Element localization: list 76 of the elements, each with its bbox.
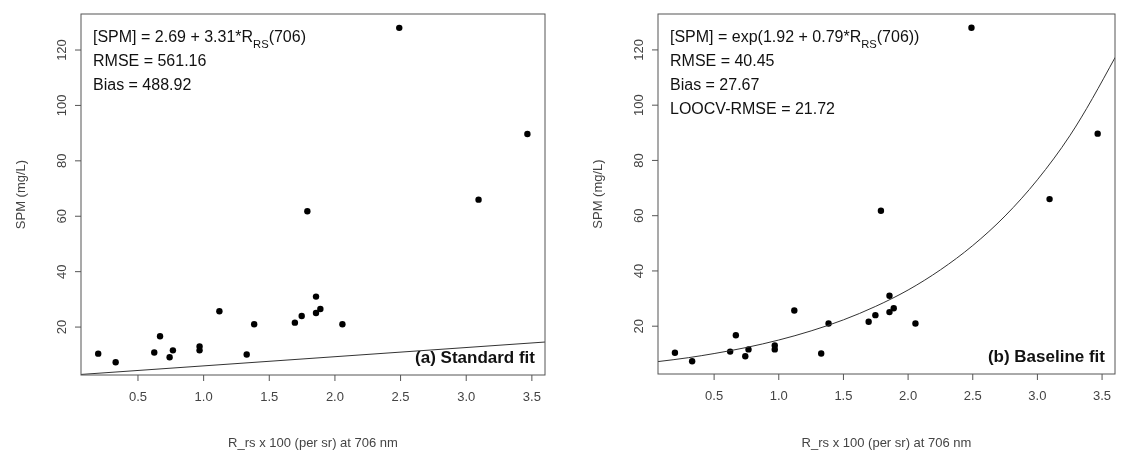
y-tick-label: 20 (54, 319, 69, 335)
point (95, 350, 102, 357)
point (732, 332, 740, 339)
point (166, 354, 173, 361)
point (298, 312, 305, 320)
point (877, 207, 885, 214)
point (312, 293, 320, 300)
x-tick-label: 3.0 (457, 389, 476, 404)
point (818, 350, 825, 357)
point (112, 359, 119, 366)
y-tick-label: 100 (54, 94, 69, 117)
point (524, 130, 531, 138)
x-tick-label: 2.0 (899, 388, 918, 403)
x-tick-label: 3.5 (1093, 388, 1112, 403)
x-tick-label: 3.0 (1028, 388, 1047, 403)
point (304, 208, 311, 215)
point (156, 333, 164, 340)
point (151, 349, 158, 356)
point (886, 292, 893, 300)
point (312, 309, 320, 317)
point (216, 308, 223, 315)
x-tick-label: 1.0 (769, 388, 788, 403)
point (890, 305, 897, 312)
x-axis-title: R_rs x 100 (per sr) at 706 nm (228, 435, 398, 450)
point (1046, 195, 1053, 203)
y-tick-label: 120 (631, 39, 646, 61)
y-tick-label: 60 (54, 209, 69, 224)
x-tick-label: 2.5 (963, 388, 982, 403)
x-tick-label: 2.5 (391, 389, 410, 404)
point (1094, 130, 1101, 137)
point (968, 24, 975, 32)
point (169, 347, 177, 354)
x-tick-label: 1.5 (834, 388, 853, 403)
y-axis-title: SPM (mg/L) (590, 159, 605, 229)
annotation: Bias = 27.67 (670, 76, 760, 93)
x-tick-label: 2.0 (325, 389, 344, 404)
annotation: LOOCV-RMSE = 21.72 (670, 100, 836, 117)
point (396, 24, 403, 32)
annotation: [SPM] = 2.69 + 3.31*R$_{RS}$(706) (93, 28, 306, 50)
annotation: Bias = 488.92 (93, 76, 192, 93)
annotation: RMSE = 561.16 (93, 52, 207, 69)
y-tick-label: 80 (631, 153, 646, 168)
y-tick-label: 120 (54, 39, 69, 61)
point (742, 353, 749, 360)
point (317, 305, 324, 313)
point (688, 358, 696, 365)
point (886, 308, 893, 316)
annotation: (a) Standard fit (415, 348, 536, 367)
point (339, 321, 346, 328)
point (912, 320, 919, 327)
point (196, 347, 203, 354)
point (243, 351, 250, 358)
point (250, 321, 258, 328)
y-axis-title: SPM (mg/L) (13, 159, 28, 230)
point (671, 349, 679, 356)
point (291, 319, 299, 326)
x-tick-label: 0.5 (705, 388, 724, 403)
point (791, 307, 798, 314)
x-axis-title: R_rs x 100 (per sr) at 706 nm (801, 435, 972, 450)
x-tick-label: 1.5 (260, 389, 279, 404)
annotation: (b) Baseline fit (987, 347, 1106, 366)
y-tick-label: 20 (631, 318, 646, 334)
x-tick-label: 1.0 (194, 389, 213, 404)
y-tick-label: 60 (631, 208, 646, 223)
y-tick-label: 80 (54, 153, 69, 169)
x-tick-label: 0.5 (128, 389, 148, 404)
point (865, 318, 872, 325)
y-tick-label: 100 (631, 94, 646, 117)
x-tick-label: 3.5 (522, 389, 541, 404)
annotation: [SPM] = exp(1.92 + 0.79*R$_{RS}$(706)) (670, 28, 920, 50)
point (771, 346, 778, 353)
y-tick-label: 40 (631, 263, 646, 279)
y-tick-label: 40 (54, 264, 69, 279)
annotation: RMSE = 40.45 (670, 52, 775, 69)
point (872, 311, 879, 319)
point (475, 196, 482, 203)
